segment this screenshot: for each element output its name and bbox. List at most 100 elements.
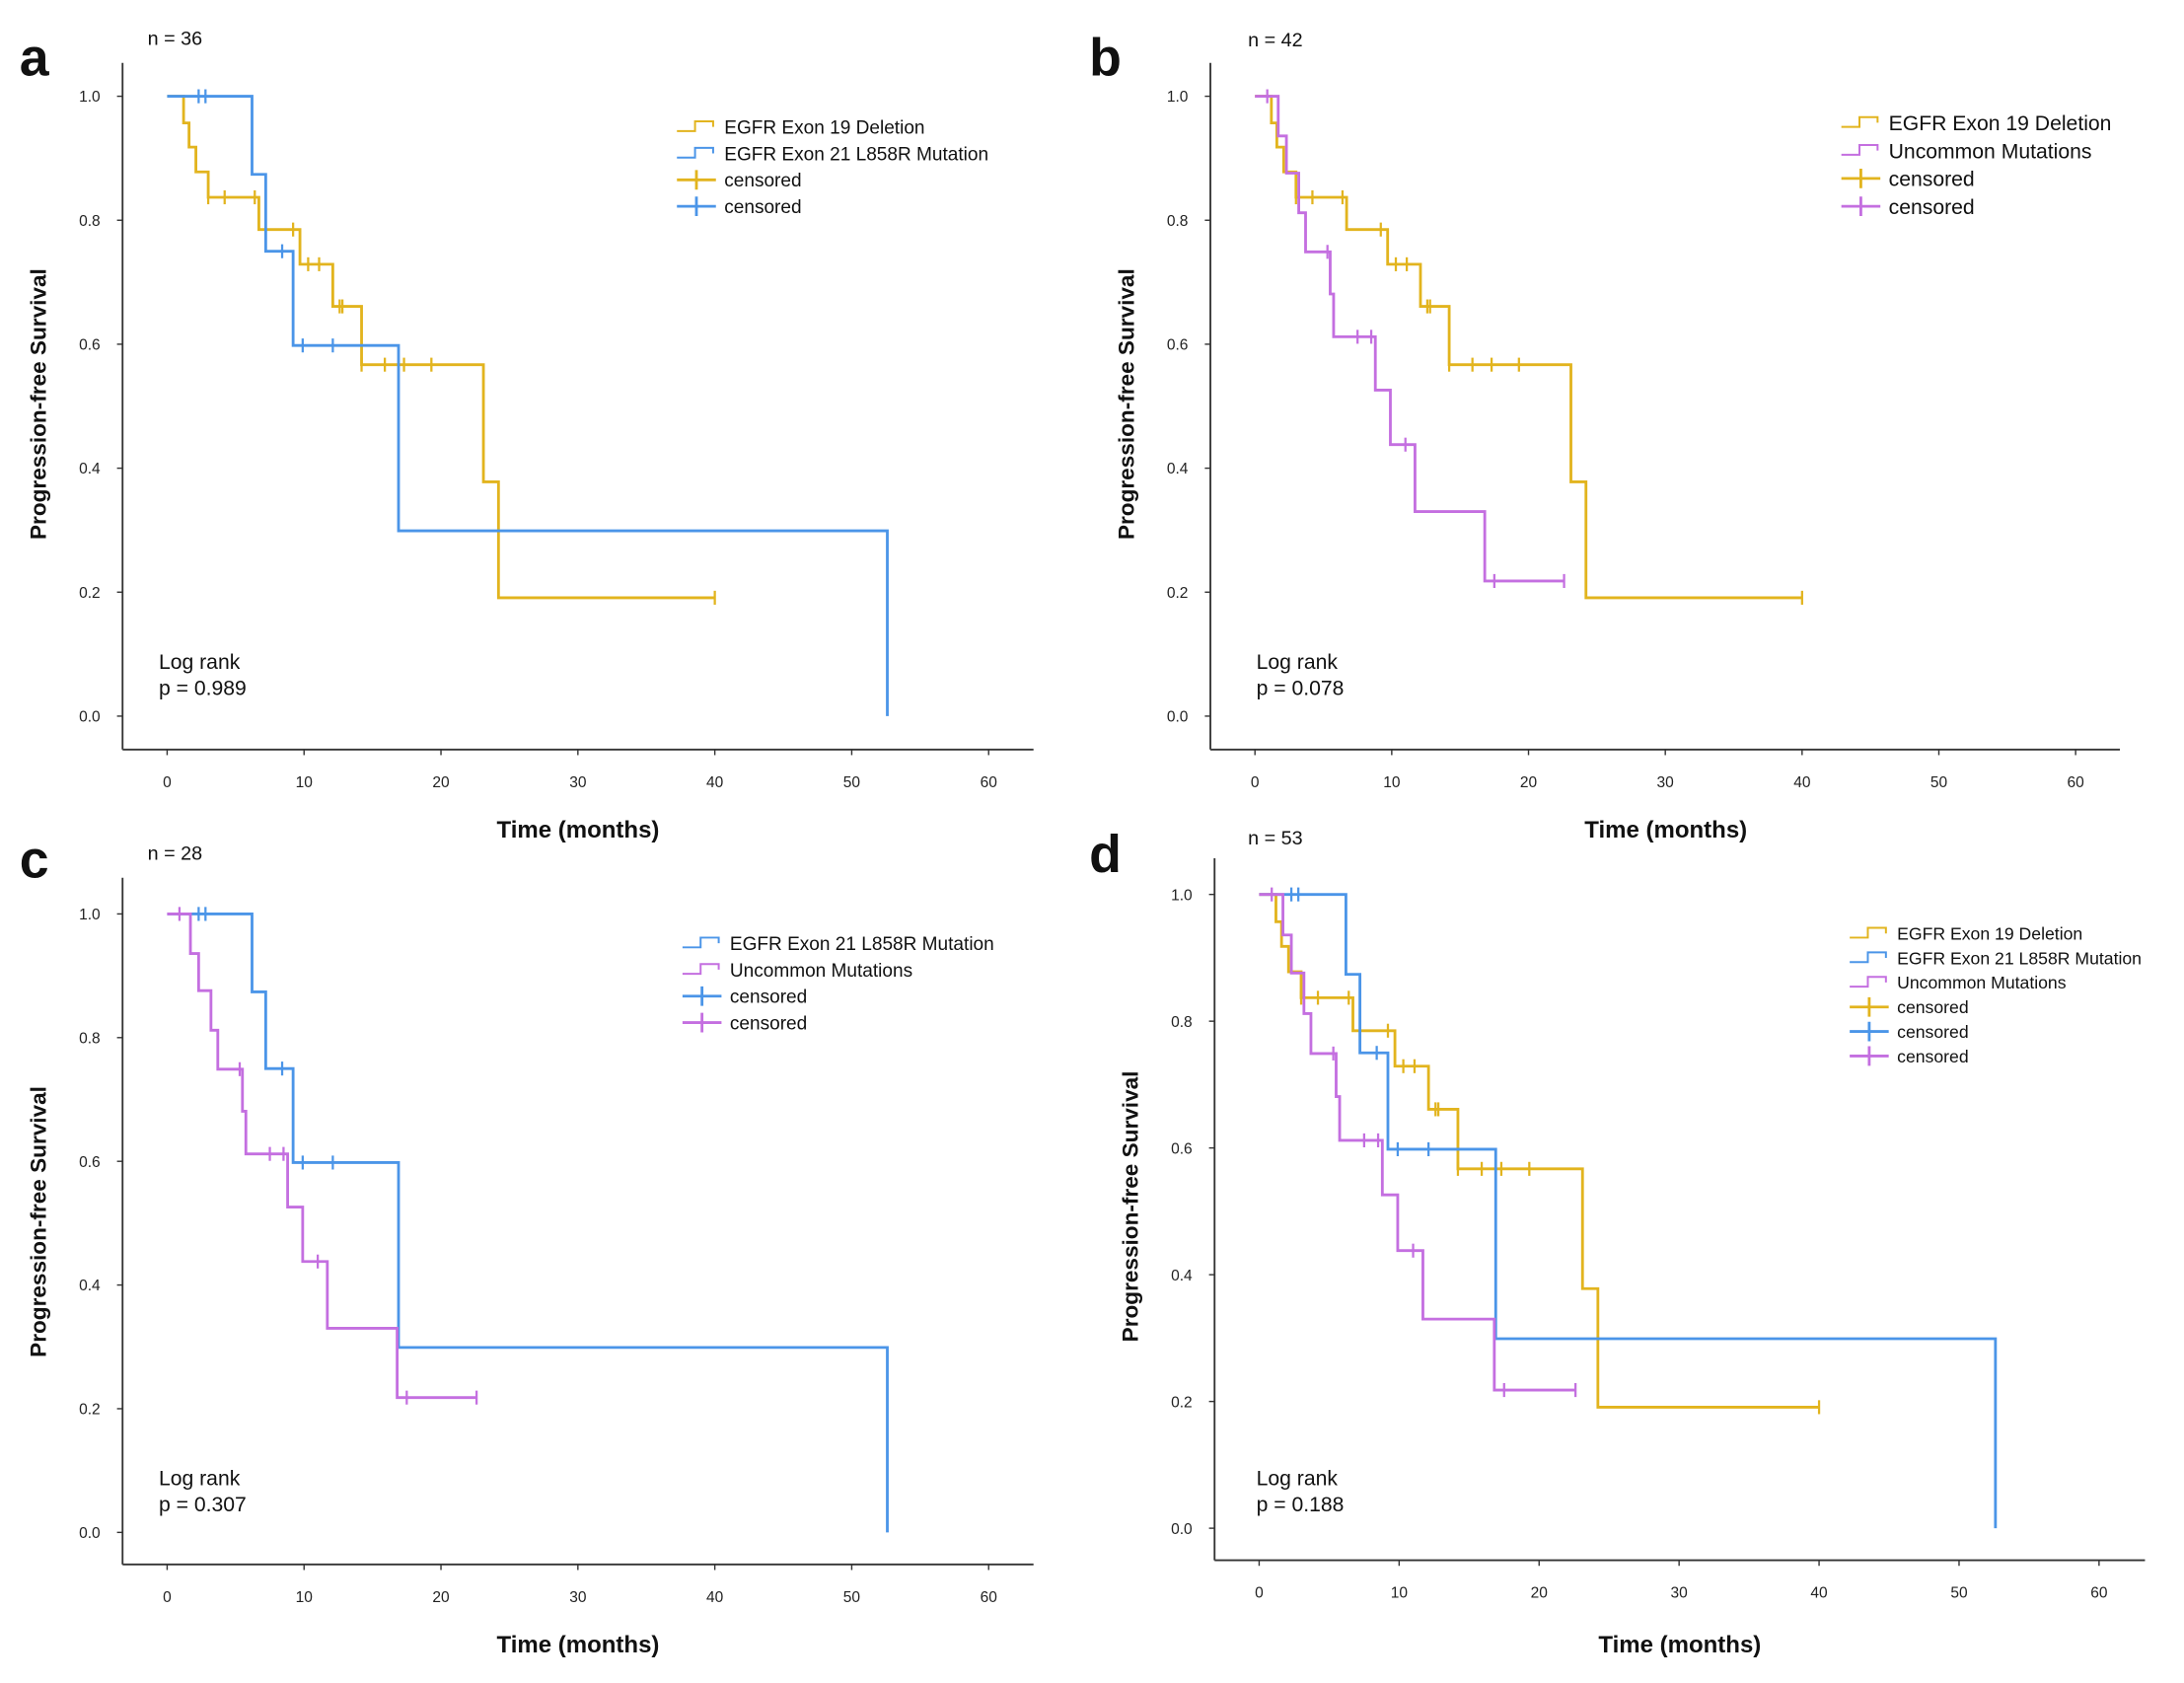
legend-label: EGFR Exon 21 L858R Mutation [724, 144, 988, 165]
legend-line-icon [1850, 951, 1887, 964]
legend-label: EGFR Exon 21 L858R Mutation [1897, 948, 2142, 968]
legend-label: censored [724, 197, 801, 218]
sample-size-label: n = 36 [148, 28, 202, 49]
legend-label: EGFR Exon 19 Deletion [1897, 924, 2082, 944]
y-axis-title: Progression-free Survival [27, 1086, 51, 1357]
panel-d: d n = 53 0.0 0.2 0.4 0.6 0.8 1.0 0 10 20 30 40 50 60 Ti… [1089, 825, 2146, 1658]
survival-curve-uncommon [167, 913, 477, 1400]
x-tick-label: 10 [296, 774, 314, 791]
panel-c: c n = 28 0.0 0.2 0.4 0.6 0.8 1.0 0 10 20 30 40 50 60 Ti… [20, 831, 1034, 1658]
x-axis-title: Time (months) [497, 817, 660, 843]
x-tick-label: 0 [1255, 1585, 1264, 1602]
legend-line-icon [677, 146, 714, 159]
y-tick-label: 0.6 [1171, 1140, 1193, 1157]
legend-label: censored [1889, 196, 1975, 219]
y-axis-title: Progression-free Survival [1119, 1071, 1143, 1343]
x-tick-label: 20 [1520, 774, 1538, 791]
x-axis-title: Time (months) [1598, 1632, 1761, 1658]
legend-label: Uncommon Mutations [730, 961, 912, 982]
legend-label: Uncommon Mutations [1889, 140, 2092, 163]
x-axis-title: Time (months) [1584, 817, 1747, 843]
legend-label: censored [1889, 169, 1975, 191]
legend-label: censored [724, 171, 801, 191]
legend-label: EGFR Exon 19 Deletion [1889, 112, 2112, 135]
x-tick-label: 20 [1531, 1585, 1549, 1602]
legend-label: censored [1897, 1047, 1969, 1066]
x-tick-label: 0 [1251, 774, 1260, 791]
y-tick-label: 0.2 [79, 1402, 101, 1419]
legend-label: Uncommon Mutations [1897, 973, 2067, 992]
legend-label: censored [730, 988, 807, 1008]
x-tick-label: 60 [981, 1589, 998, 1606]
x-tick-label: 60 [981, 774, 998, 791]
y-tick-label: 0.0 [79, 1525, 101, 1542]
legend-censor-icon [682, 1012, 722, 1033]
test-label: Log rank [159, 1467, 241, 1490]
y-tick-label: 0.6 [1167, 337, 1189, 354]
x-tick-label: 40 [706, 1589, 724, 1606]
p-value-label: p = 0.188 [1257, 1494, 1345, 1516]
p-value-label: p = 0.307 [159, 1494, 247, 1516]
x-tick-label: 50 [1950, 1585, 1968, 1602]
y-tick-label: 0.2 [1167, 585, 1189, 602]
y-tick-label: 0.2 [1171, 1394, 1193, 1411]
legend-line-icon [677, 120, 714, 132]
legend-line-icon [1841, 144, 1879, 156]
y-tick-label: 0.6 [79, 1154, 101, 1171]
x-tick-label: 60 [2090, 1585, 2108, 1602]
x-tick-label: 30 [1657, 774, 1675, 791]
panel-letter: a [20, 28, 50, 87]
x-tick-label: 30 [569, 774, 587, 791]
legend-censor-icon [1841, 196, 1881, 217]
legend-censor-icon [1850, 1046, 1889, 1066]
test-label: Log rank [1257, 1467, 1339, 1490]
y-tick-label: 0.4 [1167, 461, 1189, 477]
survival-curve-exon19 [1255, 95, 1802, 600]
survival-curve-exon21 [1259, 893, 1998, 1529]
x-tick-label: 40 [706, 774, 724, 791]
x-tick-label: 10 [1383, 774, 1401, 791]
x-tick-label: 40 [1810, 1585, 1828, 1602]
legend-line-icon [1841, 115, 1879, 128]
survival-curve-uncommon [1259, 893, 1576, 1392]
panel-letter: c [20, 831, 49, 890]
legend-censor-icon [682, 986, 722, 1006]
y-tick-label: 0.0 [1167, 709, 1189, 726]
x-tick-label: 50 [843, 774, 861, 791]
p-value-label: p = 0.078 [1257, 678, 1345, 700]
y-tick-label: 0.4 [79, 1278, 101, 1294]
y-axis-title: Progression-free Survival [1114, 268, 1138, 540]
legend-censor-icon [1850, 996, 1889, 1017]
panel-a: a n = 36 0.0 0.2 0.4 0.6 0.8 1.0 0 10 20 30 40 50 60 Ti… [20, 28, 1034, 843]
x-tick-label: 20 [432, 1589, 450, 1606]
survival-curve-exon19 [167, 95, 715, 600]
y-tick-label: 0.8 [1171, 1014, 1193, 1031]
y-tick-label: 1.0 [1167, 89, 1189, 106]
legend-line-icon [682, 963, 720, 976]
x-tick-label: 40 [1793, 774, 1811, 791]
test-label: Log rank [1257, 651, 1339, 674]
y-tick-label: 0.8 [1167, 213, 1189, 230]
legend-censor-icon [1841, 169, 1881, 188]
survival-curve-exon19 [1259, 893, 1820, 1409]
x-tick-label: 50 [1930, 774, 1948, 791]
survival-curve-exon21 [167, 95, 889, 716]
x-tick-label: 30 [1671, 1585, 1689, 1602]
y-tick-label: 0.0 [1171, 1521, 1193, 1538]
sample-size-label: n = 28 [148, 842, 202, 864]
legend-censor-icon [1850, 1021, 1889, 1042]
y-tick-label: 0.0 [79, 709, 101, 726]
y-tick-label: 0.2 [79, 585, 101, 602]
x-tick-label: 20 [432, 774, 450, 791]
x-tick-label: 60 [2068, 774, 2085, 791]
y-tick-label: 0.6 [79, 337, 101, 354]
y-tick-label: 1.0 [79, 89, 101, 106]
y-tick-label: 0.8 [79, 1030, 101, 1047]
sample-size-label: n = 53 [1248, 828, 1302, 849]
survival-curve-exon21 [167, 913, 889, 1533]
panel-letter: b [1089, 28, 1122, 87]
y-tick-label: 1.0 [79, 907, 101, 923]
legend-label: EGFR Exon 19 Deletion [724, 118, 924, 139]
y-tick-label: 1.0 [1171, 887, 1193, 904]
y-axis-title: Progression-free Survival [27, 268, 51, 540]
